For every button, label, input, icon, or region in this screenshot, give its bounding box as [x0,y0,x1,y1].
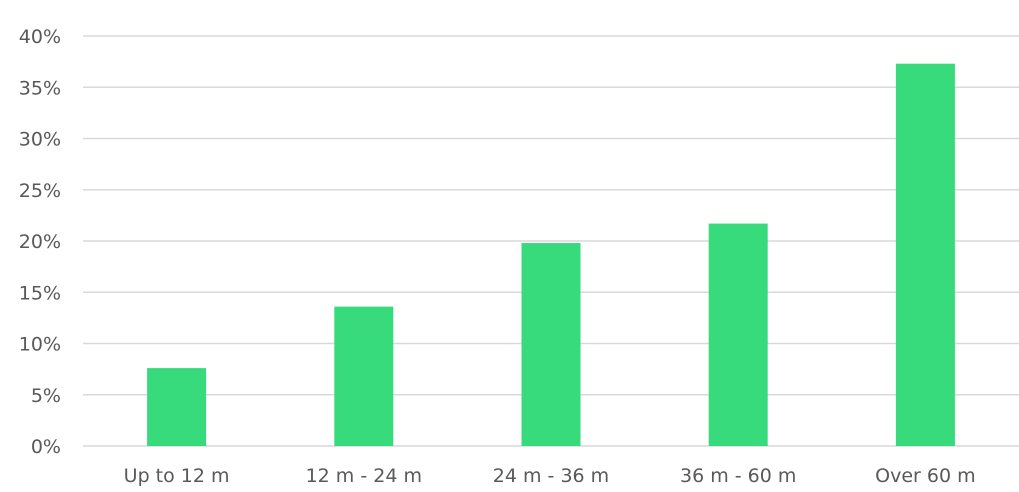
x-tick-label: 24 m - 36 m [493,465,609,487]
y-tick-label: 25% [19,180,61,202]
grid-lines [83,35,1019,447]
y-tick-label: 35% [19,77,61,99]
y-tick-label: 15% [19,282,61,304]
y-tick-label: 5% [31,385,61,407]
y-tick-label: 0% [31,436,61,458]
x-tick-label: 12 m - 24 m [306,465,422,487]
x-tick-label: 36 m - 60 m [680,465,796,487]
y-tick-label: 30% [19,129,61,151]
y-tick-label: 10% [19,334,61,356]
bar [895,63,955,447]
bar [708,223,768,446]
x-tick-label: Up to 12 m [124,465,230,487]
bars [147,63,955,447]
bar [521,243,581,446]
bar [334,306,394,446]
x-axis-tick-labels: Up to 12 m 12 m - 24 m 24 m - 36 m 36 m - 6… [124,465,976,487]
y-tick-label: 20% [19,231,61,253]
y-tick-label: 40% [19,26,61,48]
x-tick-label: Over 60 m [875,465,975,487]
bar [147,368,207,446]
y-axis-tick-labels: 0% 5% 10% 15% 20% 25% 30% 35% 40% [19,26,61,458]
